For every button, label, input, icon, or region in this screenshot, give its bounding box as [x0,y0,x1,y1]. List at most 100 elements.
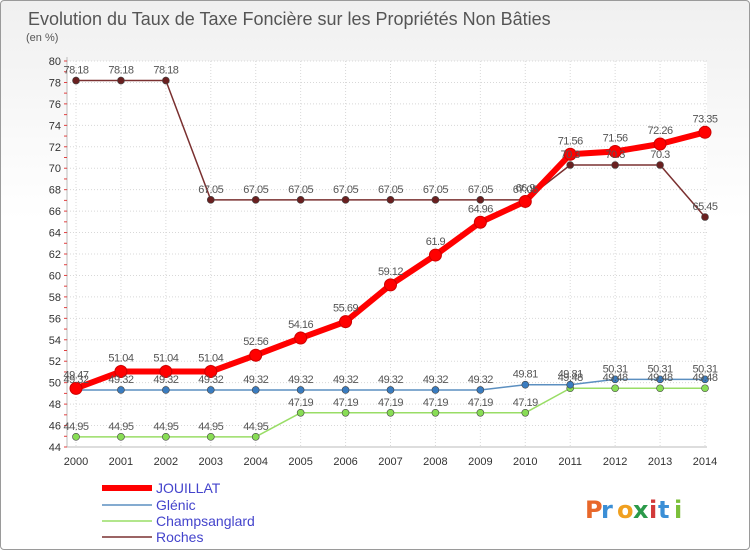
y-tick-label: 58 [49,292,61,304]
data-point [701,384,709,393]
x-tick-label: 2008 [423,456,447,468]
data-label: 47.19 [468,397,493,409]
data-label: 49.32 [198,374,223,386]
data-point [386,408,395,417]
data-point [162,386,170,394]
data-label: 44.95 [198,421,223,433]
data-point [206,433,215,441]
data-label: 47.19 [288,397,313,409]
data-point [72,433,80,441]
data-label: 47.19 [333,397,358,409]
data-label: 72.26 [648,125,673,137]
data-label: 47.19 [513,397,538,409]
data-label: 67.05 [333,184,358,196]
y-tick-label: 80 [49,56,61,68]
series-group [69,76,712,441]
data-point [476,196,485,204]
data-point [117,386,125,394]
data-label: 67.05 [468,184,493,196]
data-label: 44.95 [108,421,133,433]
data-point [386,386,395,394]
y-tick-label: 68 [49,185,61,197]
chart-title: Evolution du Taux de Taxe Foncière sur l… [28,9,551,29]
data-label: 44.95 [63,421,88,433]
data-point [339,315,353,329]
x-tick-label: 2007 [378,456,402,468]
x-tick-label: 2003 [199,456,223,468]
data-point [611,161,619,169]
y-tick-label: 76 [49,99,61,111]
x-tick-label: 2011 [558,456,582,468]
data-point [251,386,260,394]
data-label: 49.32 [333,374,358,386]
data-label: 66.9 [516,182,536,194]
data-point [566,161,575,169]
data-point [294,331,308,345]
logo-letter: P [585,496,603,524]
x-tick-label: 2002 [154,456,178,468]
data-point [117,76,125,85]
x-tick-label: 2006 [333,456,357,468]
grid [67,60,707,448]
y-tick-label: 66 [49,206,61,218]
data-label: 49.32 [288,374,313,386]
data-label: 67.05 [378,184,403,196]
data-point [653,137,667,151]
data-point [428,248,442,262]
data-label: 67.05 [288,184,313,196]
data-label: 49.48 [692,372,717,384]
data-point [476,386,485,394]
data-point [341,408,350,417]
x-tick-label: 2001 [109,456,133,468]
data-label: 78.18 [108,65,133,77]
data-label: 50.31 [692,363,717,375]
data-point [608,144,622,158]
data-label: 44.95 [243,421,268,433]
data-label: 49.32 [468,374,493,386]
y-tick-label: 78 [49,77,61,89]
data-point [518,194,532,208]
data-label: 49.47 [63,369,88,381]
data-label: 44.95 [153,421,178,433]
logo-letter: i [649,496,657,524]
logo-letter: x [633,496,649,524]
data-point [656,161,664,169]
data-label: 49.81 [558,369,583,381]
data-point [521,380,530,389]
data-label: 51.04 [108,353,133,365]
data-label: 67.05 [198,184,223,196]
data-label: 55.69 [333,303,358,315]
data-label: 50.31 [603,363,628,375]
y-tick-label: 72 [49,142,61,154]
data-point [162,76,170,85]
data-label: 49.32 [423,374,448,386]
data-point [296,196,305,204]
data-label: 47.19 [378,397,403,409]
chart-subtitle: (en %) [26,32,58,44]
data-point [296,408,305,417]
data-point [476,408,485,417]
x-tick-label: 2005 [288,456,312,468]
y-tick-label: 52 [49,356,61,368]
x-tick-label: 2013 [648,456,672,468]
legend-label: Glénic [156,497,196,513]
data-label: 49.48 [603,372,628,384]
proxiti-logo: Pr o x i t i [585,496,682,524]
data-point [701,375,709,384]
data-label: 49.32 [243,374,268,386]
logo-letter: o [617,496,634,524]
y-tick-label: 74 [49,120,61,132]
y-tick-label: 60 [49,270,61,282]
data-point [431,408,440,417]
data-label: 67.05 [513,184,538,196]
data-point [431,386,440,394]
data-label: 50.31 [648,363,673,375]
data-label: 51.04 [198,353,223,365]
x-tick-label: 2009 [468,456,492,468]
data-label: 49.32 [378,374,403,386]
x-tick-label: 2000 [64,456,88,468]
data-point [611,375,619,384]
y-tick-label: 46 [49,421,61,433]
data-point [251,433,260,441]
axes: 44 46 48 50 52 54 56 58 60 62 64 66 68 70 72 74 76 78 80 20… [49,56,717,468]
